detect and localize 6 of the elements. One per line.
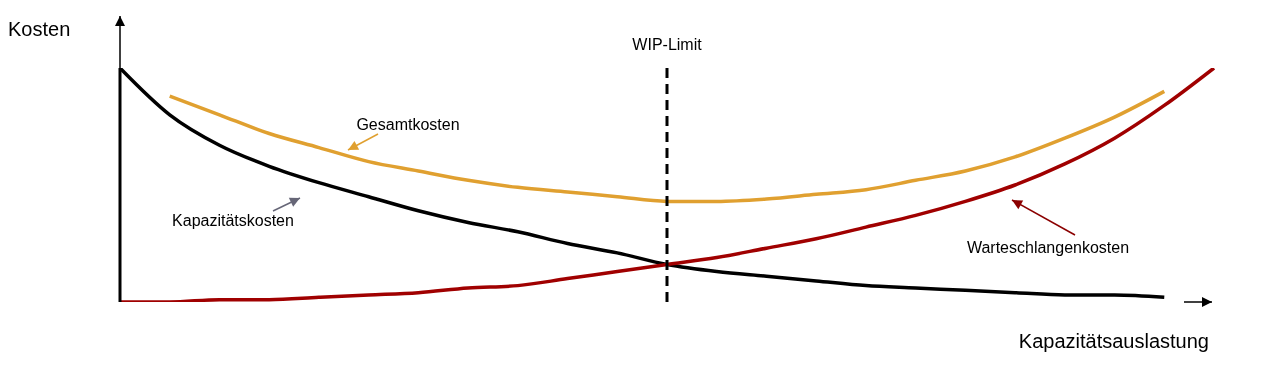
y-axis-title: Kosten (8, 18, 71, 40)
series-label: Gesamtkosten (356, 116, 460, 133)
x-axis-title: Kapazitätsauslastung (1018, 330, 1209, 352)
text: Warteschlangenkosten (966, 239, 1130, 256)
text: WIP-Limit (632, 36, 703, 53)
text: Kapazitätskosten (172, 212, 294, 229)
